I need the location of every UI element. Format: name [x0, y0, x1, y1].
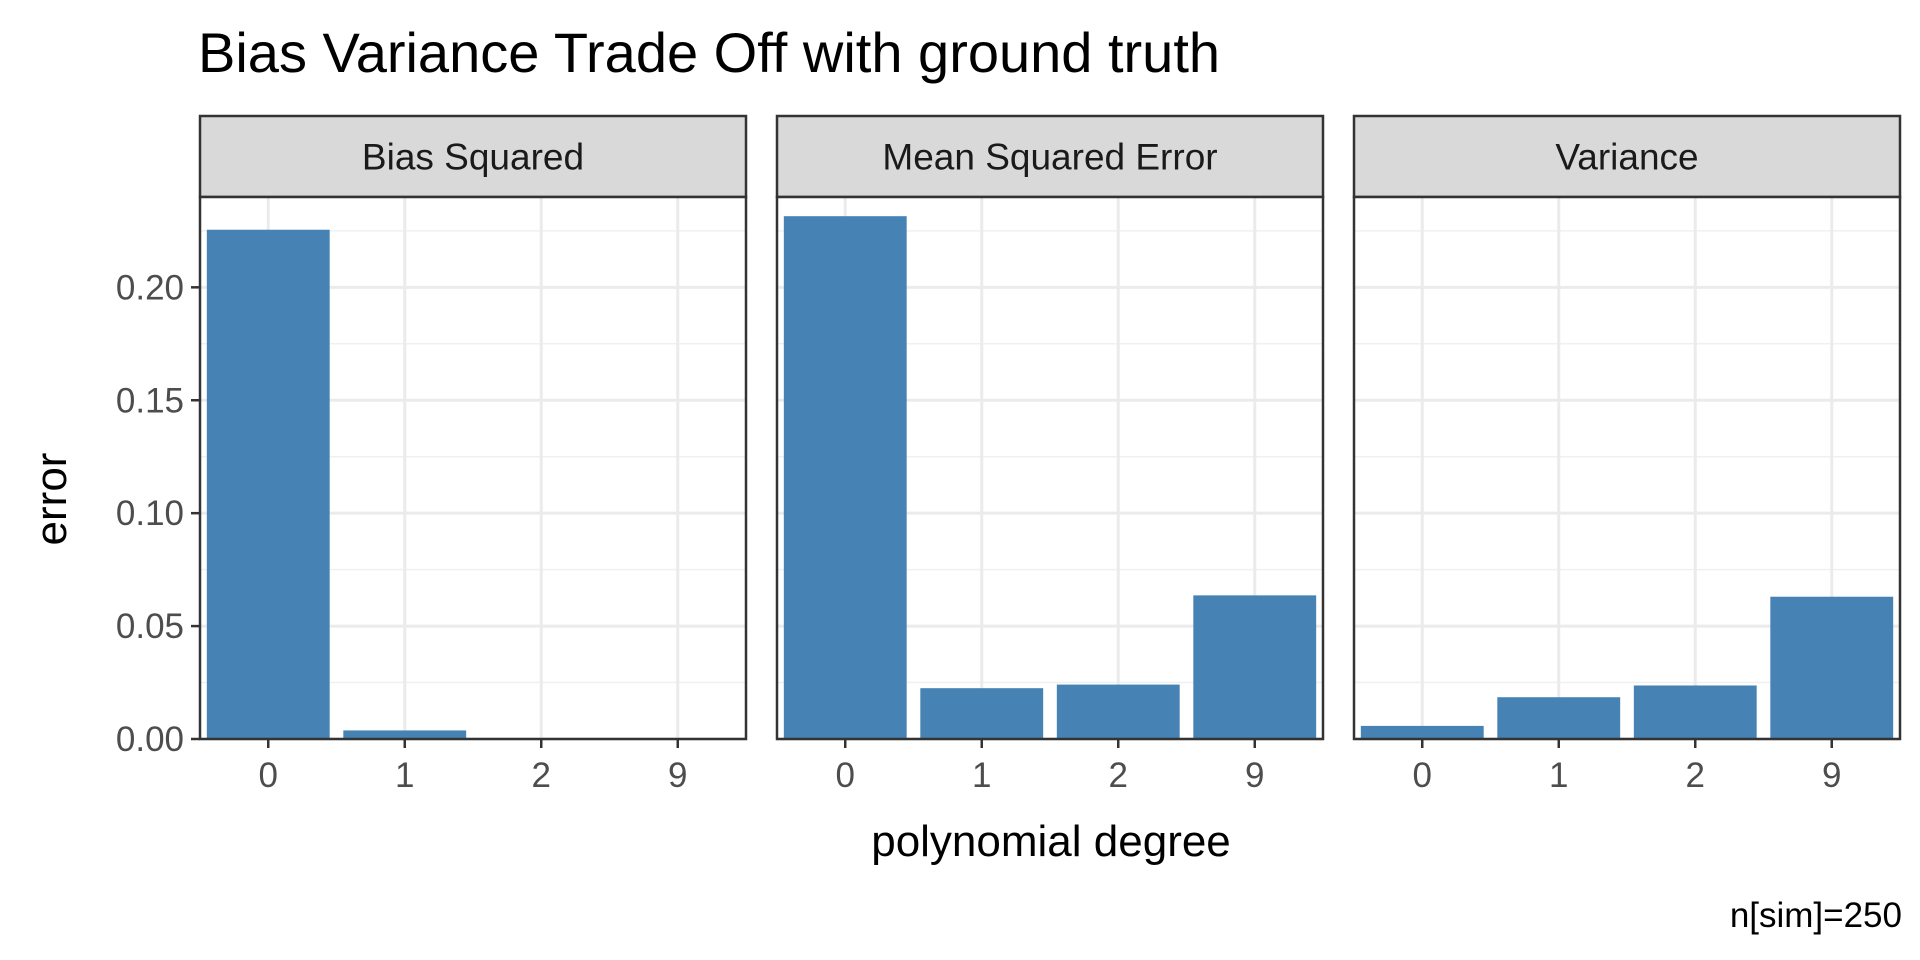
bar: [1770, 596, 1894, 739]
x-tick-label: 0: [259, 756, 278, 795]
chart-caption: n[sim]=250: [1730, 896, 1902, 935]
x-tick-label: 0: [836, 756, 855, 795]
facet-strip: [198, 114, 748, 199]
bar: [206, 229, 330, 739]
facet-panel: Mean Squared Error 0 1 2 9: [775, 114, 1325, 795]
facet-panel: Bias Squared 0 1 2 9: [198, 114, 748, 795]
x-tick-label: 0: [1413, 756, 1432, 795]
bar: [343, 730, 467, 739]
bar: [920, 688, 1044, 739]
x-tick-label: 1: [1549, 756, 1568, 795]
bar: [1633, 685, 1757, 739]
x-tick-label: 1: [972, 756, 991, 795]
y-axis: 0.00 0.05 0.10 0.15 0.20: [116, 268, 200, 759]
bar: [1193, 595, 1317, 739]
facet-panel: Variance 0 1 2 9: [1352, 114, 1902, 795]
x-tick-label: 2: [1109, 756, 1128, 795]
bar: [1497, 697, 1621, 739]
y-axis-label: error: [27, 453, 76, 546]
y-tick-label: 0.20: [116, 268, 184, 307]
y-tick-label: 0.10: [116, 494, 184, 533]
bar: [783, 216, 907, 740]
chart-title: Bias Variance Trade Off with ground trut…: [198, 21, 1220, 84]
panel-border: [775, 195, 1325, 741]
facet-strip: [1352, 114, 1902, 199]
y-tick-label: 0.05: [116, 607, 184, 646]
facet-strip-label: Bias Squared: [362, 137, 584, 178]
x-tick-label: 1: [395, 756, 414, 795]
x-tick-label: 2: [1686, 756, 1705, 795]
x-tick-label: 9: [1822, 756, 1841, 795]
y-tick-label: 0.00: [116, 720, 184, 759]
x-axis-label: polynomial degree: [871, 817, 1231, 866]
x-tick-label: 2: [532, 756, 551, 795]
bar: [1360, 725, 1484, 739]
panel-border: [198, 195, 748, 741]
facet-strip-label: Mean Squared Error: [882, 137, 1217, 178]
panel-border: [1352, 195, 1902, 741]
facet-strip-label: Variance: [1555, 137, 1698, 178]
x-tick-label: 9: [668, 756, 687, 795]
x-tick-label: 9: [1245, 756, 1264, 795]
y-tick-label: 0.15: [116, 381, 184, 420]
bar: [1056, 684, 1180, 739]
